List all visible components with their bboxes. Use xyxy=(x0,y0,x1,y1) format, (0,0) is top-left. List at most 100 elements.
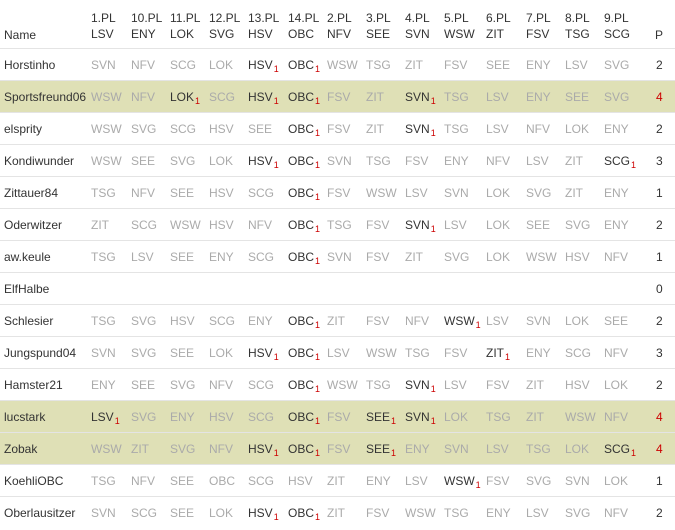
pick-team: WSW xyxy=(444,314,475,328)
pick-team: FSV xyxy=(405,154,429,168)
pick-team: SCG xyxy=(131,506,158,520)
pick-team: FSV xyxy=(444,58,468,72)
pick-cell: LOK xyxy=(486,218,510,232)
pick-team: ENY xyxy=(486,506,511,520)
player-name: KoehliOBC xyxy=(4,474,64,488)
pick-cell: SCG xyxy=(565,346,591,360)
pick-points: 1 xyxy=(430,128,436,138)
pick-team: SEE xyxy=(366,442,391,456)
pick-team: SVG xyxy=(131,314,157,328)
player-name: Schlesier xyxy=(4,314,54,328)
pick-team: HSV xyxy=(209,410,234,424)
pick-team: TSG xyxy=(366,58,391,72)
pick-cell: SCG xyxy=(131,218,157,232)
pick-team: HSV xyxy=(209,186,234,200)
player-name: Hamster21 xyxy=(4,378,63,392)
pick-cell: SVG xyxy=(565,506,590,520)
pick-cell: LOK xyxy=(209,58,233,72)
pick-cell: OBC1 xyxy=(288,442,320,458)
pick-team: FSV xyxy=(366,314,390,328)
table-row: Oberlausitzer SVN SCG SEE LOK HSV1 OBC1 ZIT FSV W… xyxy=(0,496,675,528)
pick-cell: SVN xyxy=(327,154,352,168)
pick-team: HSV xyxy=(248,346,273,360)
pick-cell: SVN1 xyxy=(405,218,436,234)
table-row: elsprity WSW SVG SCG HSV SEE OBC1 FSV ZIT SVN1 TSG… xyxy=(0,112,675,144)
pick-points: 1 xyxy=(273,96,279,106)
pick-cell: WSW xyxy=(170,218,201,232)
pick-cell: ENY xyxy=(170,410,195,424)
pick-cell: LOK xyxy=(486,186,510,200)
pick-cell: LSV xyxy=(565,58,588,72)
pick-cell: WSW xyxy=(91,154,122,168)
pick-cell: LSV1 xyxy=(91,410,120,426)
pick-cell: WSW1 xyxy=(444,314,481,330)
pick-team: TSG xyxy=(91,186,116,200)
pick-team: LSV xyxy=(486,314,509,328)
column-team: OBC xyxy=(288,27,315,41)
pick-team: SVN xyxy=(565,474,590,488)
player-total: 4 xyxy=(656,442,663,456)
pick-team: OBC xyxy=(288,58,315,72)
pick-team: OBC xyxy=(288,122,315,136)
pick-team: SEE xyxy=(526,218,551,232)
pick-team: FSV xyxy=(327,186,351,200)
player-total: 2 xyxy=(656,378,663,392)
pick-cell: ZIT xyxy=(565,186,583,200)
pick-team: SVN xyxy=(91,346,116,360)
pick-cell: SVG xyxy=(604,58,629,72)
pick-team: SEE xyxy=(170,506,195,520)
pick-cell: SVG xyxy=(131,346,156,360)
pick-points: 1 xyxy=(315,320,321,330)
pick-points: 1 xyxy=(273,512,279,522)
player-name: lucstark xyxy=(4,410,46,424)
player-name: Oderwitzer xyxy=(4,218,63,232)
pick-cell: TSG xyxy=(444,122,469,136)
pick-team: LSV xyxy=(486,442,509,456)
player-name: elsprity xyxy=(4,122,43,136)
pick-cell: SCG xyxy=(248,474,274,488)
pick-cell: SEE xyxy=(486,58,510,72)
header-total: P xyxy=(655,28,664,42)
player-total: 2 xyxy=(656,314,663,328)
pick-points: 1 xyxy=(315,224,321,234)
pick-points: 1 xyxy=(315,192,321,202)
pick-cell: NFV xyxy=(486,154,510,168)
pick-cell: NFV xyxy=(248,218,272,232)
pick-cell: LOK xyxy=(209,506,233,520)
pick-team: ENY xyxy=(405,442,430,456)
pick-team: ZIT xyxy=(405,58,423,72)
pick-team: HSV xyxy=(209,122,234,136)
pick-team: NFV xyxy=(131,90,155,104)
pick-team: SEE xyxy=(131,154,156,168)
pick-cell: OBC xyxy=(209,474,235,488)
pick-cell: FSV xyxy=(405,154,428,168)
player-name: Kondiwunder xyxy=(4,154,75,168)
pick-team: LSV xyxy=(444,218,467,232)
pick-team: TSG xyxy=(444,122,469,136)
pick-team: LOK xyxy=(209,506,234,520)
pick-cell: ZIT xyxy=(327,314,345,328)
pick-team: NFV xyxy=(248,218,272,232)
pick-points: 1 xyxy=(315,128,321,138)
pick-cell: SCG xyxy=(248,250,274,264)
pick-cell: SEE xyxy=(170,250,194,264)
pick-cell: OBC1 xyxy=(288,90,320,106)
pick-team: SVG xyxy=(170,154,196,168)
player-total: 4 xyxy=(656,90,663,104)
pick-team: SVG xyxy=(526,474,552,488)
pick-cell: SCG xyxy=(131,506,157,520)
column-round: 8.PL xyxy=(565,11,590,25)
pick-team: LOK xyxy=(565,442,590,456)
pick-team: SEE xyxy=(366,410,391,424)
pick-points: 1 xyxy=(315,352,321,362)
pick-team: WSW xyxy=(91,122,122,136)
pick-team: NFV xyxy=(604,506,628,520)
pick-team: SCG xyxy=(131,218,158,232)
pick-team: WSW xyxy=(91,154,122,168)
pick-team: WSW xyxy=(565,410,596,424)
pick-points: 1 xyxy=(430,384,436,394)
pick-cell: SCG xyxy=(170,58,196,72)
player-total: 1 xyxy=(656,250,663,264)
pick-cell: HSV1 xyxy=(248,90,279,106)
